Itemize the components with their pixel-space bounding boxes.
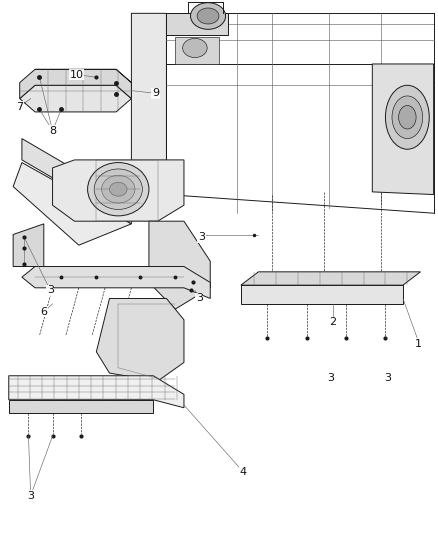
Text: 3: 3 bbox=[27, 491, 34, 500]
Text: 6: 6 bbox=[40, 307, 47, 317]
Text: 4: 4 bbox=[240, 467, 247, 477]
Polygon shape bbox=[20, 85, 131, 112]
Text: 8: 8 bbox=[49, 126, 56, 135]
Ellipse shape bbox=[197, 8, 219, 24]
Polygon shape bbox=[96, 298, 184, 381]
Text: 3: 3 bbox=[327, 374, 334, 383]
Ellipse shape bbox=[183, 38, 207, 58]
Polygon shape bbox=[131, 13, 166, 195]
Text: 1: 1 bbox=[415, 339, 422, 349]
Ellipse shape bbox=[94, 169, 142, 209]
Ellipse shape bbox=[110, 182, 127, 196]
Polygon shape bbox=[9, 376, 184, 408]
Polygon shape bbox=[13, 224, 44, 266]
Ellipse shape bbox=[88, 163, 149, 216]
Ellipse shape bbox=[399, 106, 416, 129]
Polygon shape bbox=[241, 285, 403, 304]
Text: 2: 2 bbox=[329, 318, 336, 327]
Polygon shape bbox=[372, 64, 434, 195]
Text: 3: 3 bbox=[198, 232, 205, 242]
Ellipse shape bbox=[191, 3, 226, 29]
Polygon shape bbox=[241, 272, 420, 285]
Polygon shape bbox=[149, 221, 210, 309]
Polygon shape bbox=[20, 69, 131, 99]
Polygon shape bbox=[22, 139, 131, 224]
Polygon shape bbox=[13, 163, 131, 245]
Polygon shape bbox=[53, 160, 184, 221]
Ellipse shape bbox=[392, 96, 423, 139]
Text: 7: 7 bbox=[16, 102, 23, 111]
Text: 3: 3 bbox=[196, 294, 203, 303]
Text: 3: 3 bbox=[47, 286, 54, 295]
Text: 10: 10 bbox=[70, 70, 84, 79]
Polygon shape bbox=[166, 13, 228, 35]
Text: 3: 3 bbox=[384, 374, 391, 383]
Polygon shape bbox=[35, 69, 131, 83]
Polygon shape bbox=[9, 400, 153, 413]
Polygon shape bbox=[22, 266, 210, 298]
Ellipse shape bbox=[385, 85, 429, 149]
Text: 9: 9 bbox=[152, 88, 159, 98]
Ellipse shape bbox=[102, 175, 135, 203]
Polygon shape bbox=[175, 37, 219, 64]
